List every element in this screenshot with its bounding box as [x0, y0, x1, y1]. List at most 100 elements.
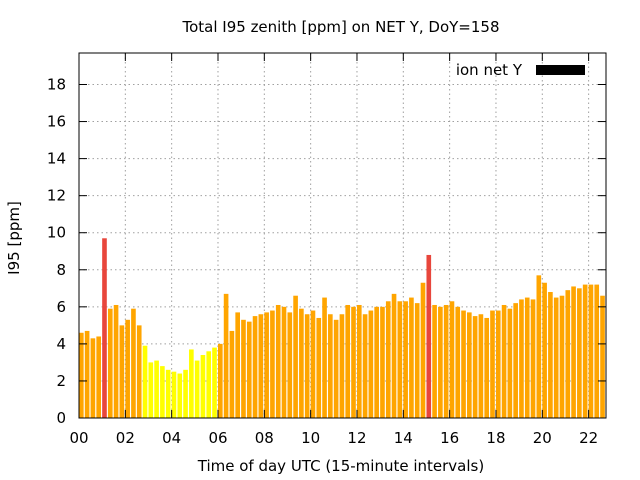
bar — [154, 360, 159, 418]
bar — [206, 351, 212, 418]
bar — [316, 317, 322, 418]
bar — [281, 306, 287, 418]
bar — [246, 321, 252, 418]
x-tick-label: 02 — [116, 429, 135, 447]
bar — [171, 371, 177, 418]
x-tick-labels: 00 02 04 06 08 10 12 14 16 18 20 22 — [69, 429, 598, 447]
bar — [559, 295, 565, 418]
bar — [536, 275, 542, 418]
bar — [368, 310, 374, 418]
bar — [571, 286, 576, 418]
bar — [582, 284, 588, 418]
bar — [420, 282, 426, 418]
bar — [507, 308, 513, 418]
bar — [542, 282, 547, 418]
y-tick-label: 12 — [47, 187, 66, 205]
bar — [449, 301, 455, 418]
bar — [177, 373, 183, 418]
bar — [391, 293, 397, 418]
bar — [258, 314, 264, 418]
bar — [125, 319, 130, 418]
bar — [217, 343, 223, 418]
bar — [577, 288, 582, 418]
bar — [252, 316, 258, 418]
bar — [264, 312, 269, 418]
bar — [455, 306, 461, 418]
bar — [275, 304, 281, 418]
bar — [403, 301, 408, 418]
x-tick-label: 08 — [255, 429, 274, 447]
chart-title: Total I95 zenith [ppm] on NET Y, DoY=158 — [181, 18, 499, 36]
plot-area-border — [78, 52, 607, 419]
bar — [397, 301, 403, 418]
bar — [322, 297, 327, 418]
x-tick-label: 10 — [301, 429, 320, 447]
bar — [530, 299, 536, 418]
bar — [310, 310, 316, 418]
bar — [189, 349, 194, 418]
bar — [380, 306, 385, 418]
bar — [84, 330, 90, 418]
bar — [212, 347, 217, 418]
y-tick-label: 8 — [56, 261, 66, 279]
bar — [362, 314, 368, 418]
bar — [490, 310, 495, 418]
bar — [432, 304, 437, 418]
y-tick-label: 6 — [56, 298, 66, 316]
bar — [96, 336, 102, 418]
x-tick-label: 18 — [486, 429, 505, 447]
bar — [565, 290, 571, 418]
legend: ion net Y — [456, 61, 585, 79]
bar — [142, 345, 148, 418]
x-tick-label: 16 — [440, 429, 459, 447]
bar — [351, 306, 356, 418]
bar — [548, 292, 553, 418]
y-tick-label: 18 — [47, 75, 66, 93]
bar — [328, 314, 333, 418]
bar — [241, 319, 246, 418]
bar — [524, 297, 530, 418]
bar — [148, 362, 154, 418]
bar — [102, 238, 107, 418]
bar — [90, 338, 96, 418]
bar — [270, 310, 275, 418]
bar — [165, 369, 171, 418]
y-tick-label: 4 — [56, 335, 66, 353]
x-tick-label: 14 — [394, 429, 413, 447]
bar — [194, 360, 200, 418]
bar — [160, 366, 165, 418]
x-axis-label: Time of day UTC (15-minute intervals) — [197, 457, 484, 475]
bar — [588, 284, 594, 418]
bar — [484, 317, 490, 418]
bar — [131, 308, 136, 418]
x-tick-label: 04 — [162, 429, 181, 447]
bar — [333, 319, 339, 418]
bar — [339, 314, 345, 418]
x-tick-label: 00 — [69, 429, 88, 447]
bar — [513, 303, 518, 418]
bar — [119, 325, 125, 418]
y-tick-labels: 0 2 4 6 8 10 12 14 16 18 — [47, 75, 66, 427]
bar — [183, 369, 188, 418]
bar — [200, 355, 206, 418]
y-tick-label: 14 — [47, 150, 66, 168]
bar — [385, 301, 391, 418]
bar — [235, 312, 240, 418]
axis-ticks — [78, 53, 606, 419]
bar — [461, 310, 466, 418]
bar — [553, 297, 559, 418]
legend-swatch — [536, 65, 585, 75]
x-tick-label: 20 — [533, 429, 552, 447]
x-tick-label: 06 — [208, 429, 227, 447]
bar — [443, 304, 449, 418]
bar — [136, 325, 142, 418]
bar — [467, 312, 472, 418]
bar — [478, 314, 484, 418]
bar — [293, 295, 298, 418]
bar — [287, 312, 293, 418]
bar — [409, 297, 414, 418]
bar — [414, 303, 420, 418]
bar — [79, 332, 84, 418]
bar — [438, 306, 443, 418]
